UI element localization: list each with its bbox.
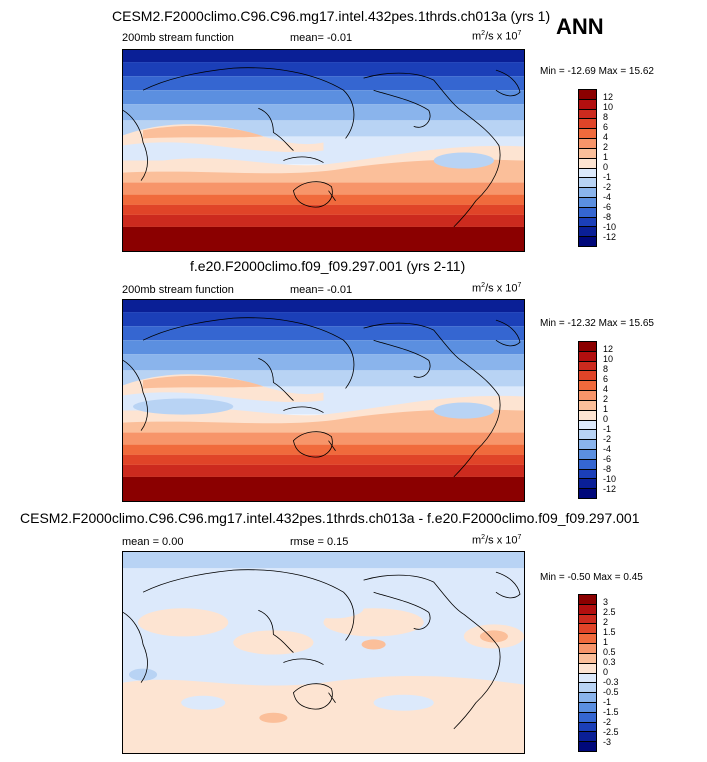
panel-3-cbar-label: 0.5 (603, 647, 616, 657)
panel-1-field: 200mb stream function (122, 32, 234, 44)
panel-1-mean: mean= -0.01 (290, 32, 353, 44)
panel-2-cbar-label: 2 (603, 394, 609, 404)
panel-2-cbar-label: 8 (603, 364, 609, 374)
panel-3-cbar-label: -1.5 (603, 707, 619, 717)
panel-2-cbar-label: 4 (603, 384, 609, 394)
panel-2-cbar-label: -4 (603, 444, 612, 454)
panel-1-colorbar (578, 89, 597, 247)
panel-3-rmse: rmse = 0.15 (290, 536, 349, 548)
panel-1-units: m2/s x 107 (472, 30, 522, 43)
panel-2-title: f.e20.F2000climo.f09_f09.297.001 (yrs 2-… (190, 258, 466, 274)
panel-1-cbar-label: -1 (603, 172, 612, 182)
panel-2-cbar-label: -1 (603, 424, 612, 434)
panel-3-cbar-label: 1.5 (603, 627, 616, 637)
panel-3-cbar-label: 1 (603, 637, 609, 647)
panel-1-cbar-label: 0 (603, 162, 609, 172)
panel-3-cbar-label: 2.5 (603, 607, 616, 617)
panel-3-cbar-label: -3 (603, 737, 612, 747)
panel-2-cbar-label: 12 (603, 344, 614, 354)
panel-3-cbar-label: 2 (603, 617, 609, 627)
panel-1-cbar-label: -12 (603, 232, 617, 242)
panel-3-map (122, 551, 525, 754)
panel-1-cbar-label: -4 (603, 192, 612, 202)
panel-3-cbar-label: -0.3 (603, 677, 619, 687)
panel-1-cbar-label: 6 (603, 122, 609, 132)
panel-1-cbar-label: 12 (603, 92, 614, 102)
panel-3-cbar-label: -2.5 (603, 727, 619, 737)
panel-2-map (122, 299, 525, 502)
panel-3-cbar-label: 0 (603, 667, 609, 677)
panel-3-title: CESM2.F2000climo.C96.C96.mg17.intel.432p… (20, 510, 640, 526)
panel-2-field: 200mb stream function (122, 284, 234, 296)
panel-3-cbar-label: -1 (603, 697, 612, 707)
panel-3-cbar-label: 3 (603, 597, 609, 607)
panel-1-cbar-label: 1 (603, 152, 609, 162)
panel-1-cbar-label: 8 (603, 112, 609, 122)
panel-2-cbar-label: -2 (603, 434, 612, 444)
panel-3-minmax: Min = -0.50 Max = 0.45 (540, 572, 643, 583)
panel-2-cbar-label: -10 (603, 474, 617, 484)
panel-2-cbar-label: 6 (603, 374, 609, 384)
panel-2-mean: mean= -0.01 (290, 284, 353, 296)
season-label: ANN (556, 14, 604, 39)
panel-1-map (122, 49, 525, 252)
panel-2-units: m2/s x 107 (472, 282, 522, 295)
panel-3-units: m2/s x 107 (472, 534, 522, 547)
panel-3-cbar-label: -2 (603, 717, 612, 727)
panel-2-cbar-label: -12 (603, 484, 617, 494)
panel-2-cbar-label: -8 (603, 464, 612, 474)
panel-1-minmax: Min = -12.69 Max = 15.62 (540, 66, 654, 77)
panel-1-title: CESM2.F2000climo.C96.C96.mg17.intel.432p… (112, 8, 551, 24)
panel-1-cbar-label: -6 (603, 202, 612, 212)
panel-2-cbar-label: -6 (603, 454, 612, 464)
panel-1-cbar-label: -10 (603, 222, 617, 232)
panel-3-mean: mean = 0.00 (122, 536, 184, 548)
panel-1-cbar-label: 4 (603, 132, 609, 142)
panel-3-cbar-label: 0.3 (603, 657, 616, 667)
panel-2-cbar-label: 0 (603, 414, 609, 424)
panel-1-cbar-label: -2 (603, 182, 612, 192)
panel-1-cbar-label: -8 (603, 212, 612, 222)
panel-2-minmax: Min = -12.32 Max = 15.65 (540, 318, 654, 329)
panel-1-cbar-label: 2 (603, 142, 609, 152)
panel-2-colorbar (578, 341, 597, 499)
panel-2-cbar-label: 1 (603, 404, 609, 414)
panel-3-colorbar (578, 594, 597, 752)
panel-3-cbar-label: -0.5 (603, 687, 619, 697)
panel-1-cbar-label: 10 (603, 102, 614, 112)
panel-2-cbar-label: 10 (603, 354, 614, 364)
